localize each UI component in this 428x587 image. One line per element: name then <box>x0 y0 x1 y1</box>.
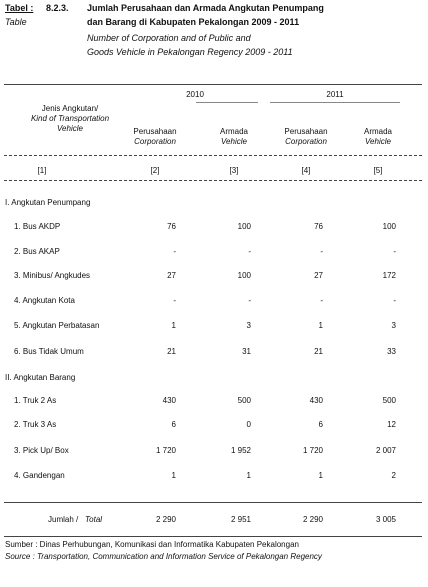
cell: 100 <box>382 222 396 231</box>
title-en: Number of Corporation and of Public and <box>87 33 251 43</box>
column-header-en: Vehicle <box>57 124 83 133</box>
column-number: [3] <box>229 166 239 175</box>
cell: 172 <box>382 271 396 280</box>
cell: 1 <box>171 471 176 480</box>
row-label: 3. Pick Up/ Box <box>14 446 69 455</box>
cell: 76 <box>167 222 176 231</box>
column-header-en: Kind of Transportation <box>30 114 110 123</box>
sub-column: Armada <box>219 127 248 136</box>
cell: 2 <box>391 471 396 480</box>
cell: 1 720 <box>302 446 323 455</box>
cell: 21 <box>314 347 323 356</box>
cell: - <box>320 247 323 256</box>
year: 2010 <box>186 90 204 99</box>
column-number: [4] <box>301 166 311 175</box>
section-label: II. Angkutan Barang <box>5 373 76 382</box>
row-label: 2. Truk 3 As <box>14 420 57 429</box>
rule <box>4 180 422 181</box>
cell: 3 <box>246 321 251 330</box>
row-label: 4. Angkutan Kota <box>14 296 75 305</box>
cell: 500 <box>382 396 396 405</box>
source-en: Source : Transportation, Communication a… <box>5 552 322 561</box>
cell: 31 <box>242 347 251 356</box>
rule <box>4 84 422 85</box>
table-label-en: Table <box>5 17 27 27</box>
row-label: 3. Minibus/ Angkudes <box>14 271 91 280</box>
cell: 1 <box>318 471 323 480</box>
cell: 1 952 <box>230 446 251 455</box>
title: dan Barang di Kabupaten Pekalongan 2009 … <box>87 17 300 27</box>
cell: 100 <box>237 271 251 280</box>
title-en: Goods Vehicle in Pekalongan Regency 2009… <box>87 47 293 57</box>
cell: - <box>320 296 323 305</box>
cell: 430 <box>162 396 176 405</box>
table-number: 8.2.3. <box>46 3 69 13</box>
cell: - <box>173 296 176 305</box>
row-label: 1. Bus AKDP <box>14 222 61 231</box>
cell: 12 <box>387 420 396 429</box>
sub-column-en: Vehicle <box>365 137 391 146</box>
sub-column: Perusahaan <box>133 127 177 136</box>
table-label: Tabel : <box>5 3 34 13</box>
column-number: [5] <box>373 166 383 175</box>
rule <box>4 155 422 156</box>
sub-column-en: Corporation <box>134 137 176 146</box>
column-header: Jenis Angkutan/ <box>41 104 99 113</box>
row-label: 6. Bus Tidak Umum <box>14 347 84 356</box>
section-label: I. Angkutan Penumpang <box>5 198 91 207</box>
cell: 21 <box>167 347 176 356</box>
sub-column-en: Corporation <box>285 137 327 146</box>
cell: 1 <box>171 321 176 330</box>
rule <box>196 102 258 103</box>
row-label: 2. Bus AKAP <box>14 247 60 256</box>
cell: - <box>248 247 251 256</box>
cell: - <box>248 296 251 305</box>
cell: 3 <box>391 321 396 330</box>
row-label: 5. Angkutan Perbatasan <box>14 321 100 330</box>
cell: 76 <box>314 222 323 231</box>
row-label: 4. Gandengan <box>14 471 65 480</box>
cell: 6 <box>318 420 323 429</box>
cell: 430 <box>309 396 323 405</box>
column-number: [2] <box>150 166 160 175</box>
row-label: 1. Truk 2 As <box>14 396 57 405</box>
total-cell: 2 951 <box>230 515 251 524</box>
cell: 100 <box>237 222 251 231</box>
cell: - <box>393 296 396 305</box>
column-number: [1] <box>37 166 47 175</box>
cell: 27 <box>167 271 176 280</box>
rule <box>4 536 422 537</box>
cell: 1 720 <box>155 446 176 455</box>
cell: - <box>393 247 396 256</box>
sub-column: Perusahaan <box>284 127 328 136</box>
sub-column: Armada <box>363 127 392 136</box>
source: Sumber : Dinas Perhubungan, Komunikasi d… <box>5 540 299 549</box>
cell: - <box>173 247 176 256</box>
total-label: Jumlah / <box>48 515 79 524</box>
total-cell: 3 005 <box>375 515 396 524</box>
total-cell: 2 290 <box>302 515 323 524</box>
rule <box>270 102 400 103</box>
year: 2011 <box>326 90 344 99</box>
cell: 1 <box>246 471 251 480</box>
cell: 33 <box>387 347 396 356</box>
sub-column-en: Vehicle <box>221 137 247 146</box>
total-cell: 2 290 <box>155 515 176 524</box>
title: Jumlah Perusahaan dan Armada Angkutan Pe… <box>87 3 324 13</box>
cell: 500 <box>237 396 251 405</box>
rule <box>4 502 422 503</box>
cell: 0 <box>246 420 251 429</box>
cell: 2 007 <box>375 446 396 455</box>
total-label-en: Total <box>85 515 103 524</box>
cell: 6 <box>171 420 176 429</box>
cell: 1 <box>318 321 323 330</box>
cell: 27 <box>314 271 323 280</box>
